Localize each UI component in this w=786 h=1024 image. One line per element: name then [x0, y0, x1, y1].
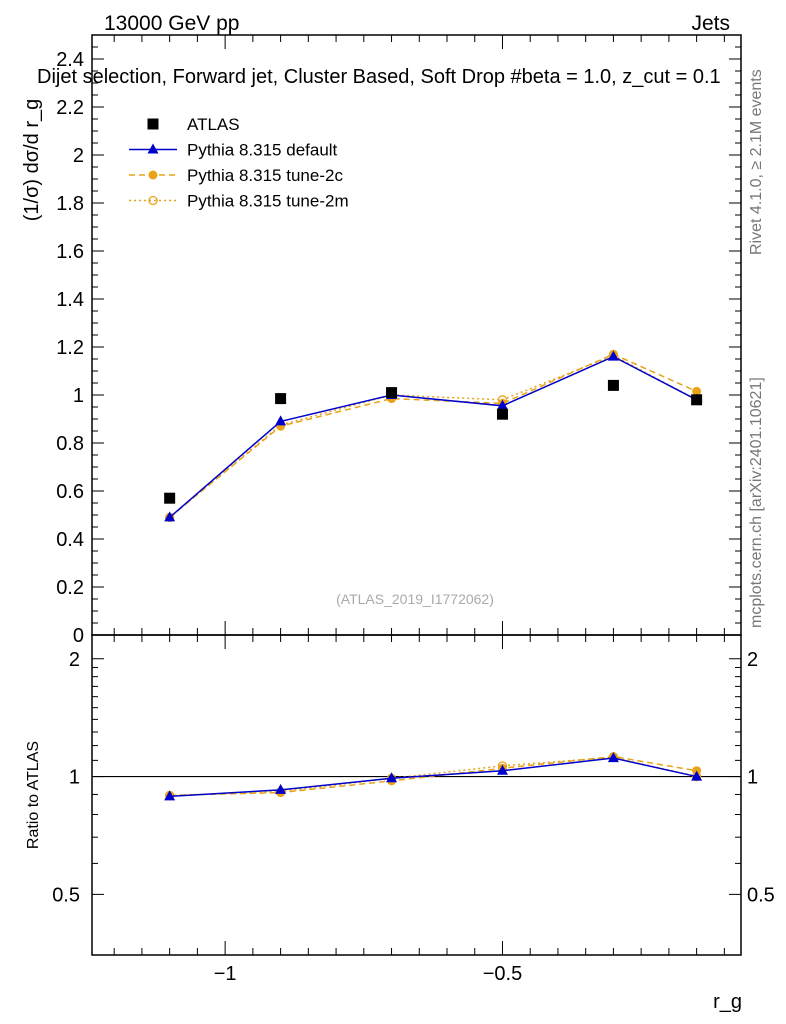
main-y-tick-label: 2.2 [56, 97, 84, 119]
main-y-tick-label: 1 [73, 385, 84, 407]
main-y-tick-label: 2.4 [56, 49, 84, 71]
main-y-tick-label: 0.4 [56, 529, 84, 551]
main-y-tick-label: 1.6 [56, 241, 84, 263]
main-y-tick-label: 0.6 [56, 481, 84, 503]
ratio-default-point [607, 752, 619, 763]
main-y-tick-label: 1.8 [56, 193, 84, 215]
main-atlas-point [691, 394, 703, 406]
legend-tune2c-marker [148, 170, 158, 180]
main-default-line [169, 355, 697, 518]
ratio-y-tick-label-right: 2 [747, 649, 758, 671]
ratio-y-tick-label-right: 0.5 [747, 884, 775, 906]
ratio-tune2c-line [169, 755, 697, 797]
x-tick-label: −1 [214, 963, 237, 985]
ratio-default-line [169, 757, 697, 798]
x-axis-title: r_g [713, 991, 742, 1013]
ratio-y-tick-label: 2 [69, 649, 80, 671]
legend: ATLAS Pythia 8.315 default Pythia 8.315 tu… [129, 115, 349, 211]
main-atlas-point [386, 387, 398, 399]
ratio-default-point [496, 764, 508, 775]
legend-atlas-label: ATLAS [187, 115, 240, 134]
ratio-default-point [691, 770, 703, 781]
ratio-y-tick-label: 0.5 [52, 884, 80, 906]
main-atlas-point [275, 393, 287, 405]
main-atlas-point [496, 408, 508, 420]
ratio-series-group [164, 752, 703, 801]
legend-tune2m-label: Pythia 8.315 tune-2m [187, 192, 349, 211]
main-tune2c-line [169, 353, 697, 518]
main-default-point [164, 511, 176, 522]
main-series-group [164, 349, 703, 523]
analysis-watermark: (ATLAS_2019_I1772062) [336, 591, 494, 607]
header-right: Jets [691, 12, 730, 35]
main-tune2m-line [169, 354, 697, 518]
legend-atlas-marker [147, 118, 159, 130]
ratio-axis-ticks: 0.5 0.5 1 1 2 2 −1 −0.5 [52, 635, 775, 985]
main-axis-ticks: 0 0.2 0.4 0.6 0.8 1 1.2 1.4 1.6 1.8 2 2.2 2.4 [56, 34, 741, 647]
legend-tune2c-label: Pythia 8.315 tune-2c [187, 166, 343, 185]
main-default-point [496, 399, 508, 410]
header-left: 13000 GeV pp [104, 12, 239, 35]
main-y-tick-label: 0.8 [56, 433, 84, 455]
main-atlas-point [164, 492, 176, 504]
legend-default-label: Pythia 8.315 default [187, 141, 338, 160]
main-y-tick-label: 1.4 [56, 289, 84, 311]
main-y-tick-label: 0 [73, 625, 84, 647]
ratio-y-tick-label: 1 [69, 767, 80, 789]
main-default-point [275, 415, 287, 426]
main-atlas-point [607, 379, 619, 391]
main-y-tick-label: 2 [73, 145, 84, 167]
ratio-y-axis-title: Ratio to ATLAS [25, 741, 42, 849]
main-default-point [607, 350, 619, 361]
plot-subtitle: Dijet selection, Forward jet, Cluster Ba… [37, 66, 721, 88]
main-y-tick-label: 1.2 [56, 337, 84, 359]
legend-tune2m-marker [148, 195, 158, 206]
ratio-default-point [386, 772, 398, 783]
main-y-axis-title: (1/σ) dσ/d r_g [21, 99, 43, 222]
ratio-default-point [164, 790, 176, 801]
rivet-label: Rivet 4.1.0, ≥ 2.1M events [748, 69, 765, 255]
ratio-plot-frame [91, 634, 742, 956]
x-tick-label: −0.5 [483, 963, 522, 985]
legend-default-marker [147, 143, 159, 154]
main-tune2c-point [692, 386, 702, 396]
ratio-default-point [275, 783, 287, 794]
mcplots-label: mcplots.cern.ch [arXiv:2401.10621] [748, 377, 765, 628]
ratio-y-tick-label-right: 1 [747, 767, 758, 789]
main-y-tick-label: 0.2 [56, 577, 84, 599]
